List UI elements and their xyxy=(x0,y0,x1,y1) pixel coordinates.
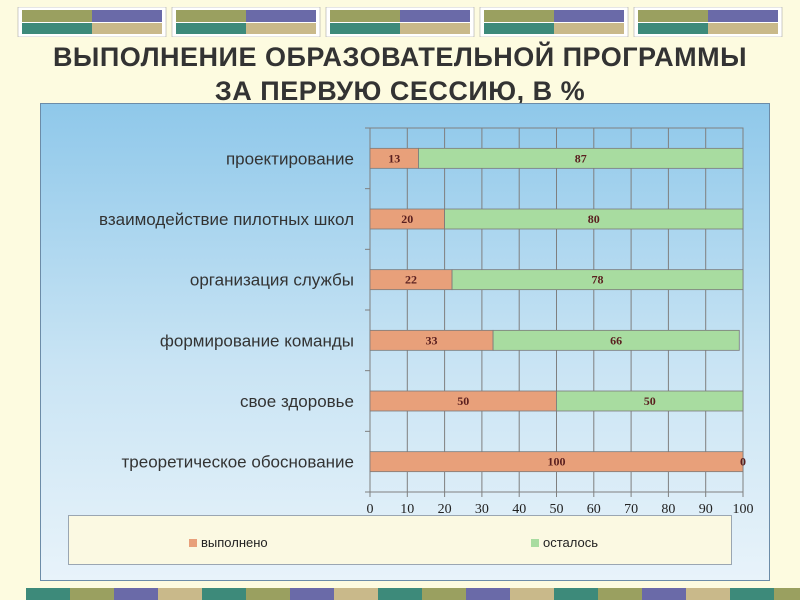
bar-done xyxy=(369,451,744,473)
deco-stripe xyxy=(246,588,290,600)
deco-stripe xyxy=(70,588,114,600)
data-label-remaining: 66 xyxy=(610,333,622,347)
x-tick-label: 90 xyxy=(699,502,713,517)
legend-swatch-done xyxy=(189,538,197,547)
legend-item-done: выполнено xyxy=(189,534,268,550)
deco-stripe xyxy=(26,588,70,600)
deco-stripe xyxy=(554,588,598,600)
x-tick-label: 40 xyxy=(512,502,526,517)
deco-block xyxy=(171,7,321,37)
deco-stripe xyxy=(202,588,246,600)
legend-item-remaining: осталось xyxy=(531,534,598,550)
data-label-done: 20 xyxy=(401,212,413,226)
deco-stripe xyxy=(334,588,378,600)
deco-stripe xyxy=(466,588,510,600)
deco-stripe xyxy=(774,588,800,600)
x-tick-label: 60 xyxy=(587,502,601,517)
category-label: треоретическое обоснование xyxy=(122,453,354,472)
deco-stripe xyxy=(378,588,422,600)
x-tick-label: 0 xyxy=(367,502,374,517)
data-label-remaining: 80 xyxy=(588,212,600,226)
bar-remaining xyxy=(556,390,744,412)
data-label-remaining: 87 xyxy=(575,151,587,165)
data-label-remaining: 78 xyxy=(592,273,604,287)
legend-swatch-remaining xyxy=(531,538,539,547)
deco-stripe xyxy=(114,588,158,600)
deco-stripe xyxy=(730,588,774,600)
legend-label-done: выполнено xyxy=(201,535,268,551)
title-line-1: ВЫПОЛНЕНИЕ ОБРАЗОВАТЕЛЬНОЙ ПРОГРАММЫ xyxy=(52,42,748,72)
data-label-done: 33 xyxy=(426,333,438,347)
data-label-remaining: 0 xyxy=(740,455,746,469)
x-tick-label: 70 xyxy=(624,502,638,517)
data-label-done: 22 xyxy=(405,273,417,287)
x-tick-label: 80 xyxy=(661,502,675,517)
deco-stripe xyxy=(422,588,466,600)
category-label: взаимодействие пилотных школ xyxy=(99,210,354,229)
deco-stripe xyxy=(686,588,730,600)
top-decorative-strip xyxy=(17,7,783,37)
data-label-done: 13 xyxy=(388,151,400,165)
category-label: свое здоровье xyxy=(240,392,354,411)
bar-remaining xyxy=(418,147,744,169)
x-tick-label: 30 xyxy=(475,502,489,517)
deco-stripe xyxy=(158,588,202,600)
deco-stripe xyxy=(598,588,642,600)
bar-remaining xyxy=(451,269,744,291)
deco-stripe xyxy=(510,588,554,600)
chart-legend: выполнено осталось xyxy=(68,515,732,565)
x-tick-label: 50 xyxy=(550,502,564,517)
page-title: ВЫПОЛНЕНИЕ ОБРАЗОВАТЕЛЬНОЙ ПРОГРАММЫ ЗА … xyxy=(0,40,800,108)
deco-block xyxy=(17,7,167,37)
x-tick-label: 10 xyxy=(400,502,414,517)
data-label-done: 50 xyxy=(457,394,469,408)
category-label: организация службы xyxy=(190,271,354,290)
deco-stripe xyxy=(290,588,334,600)
deco-block xyxy=(633,7,783,37)
deco-block xyxy=(479,7,629,37)
bar-remaining xyxy=(444,208,744,230)
data-label-done: 100 xyxy=(548,455,566,469)
data-label-remaining: 50 xyxy=(644,394,656,408)
deco-stripe xyxy=(642,588,686,600)
x-tick-label: 100 xyxy=(733,502,754,517)
bottom-decorative-strip xyxy=(26,588,800,600)
title-line-2: ЗА ПЕРВУЮ СЕССИЮ, В % xyxy=(214,76,586,106)
category-label: проектирование xyxy=(226,149,354,168)
legend-label-remaining: осталось xyxy=(543,535,599,551)
x-tick-label: 20 xyxy=(438,502,452,517)
category-label: формирование команды xyxy=(160,331,354,350)
bar-remaining xyxy=(492,329,740,351)
deco-block xyxy=(325,7,475,37)
